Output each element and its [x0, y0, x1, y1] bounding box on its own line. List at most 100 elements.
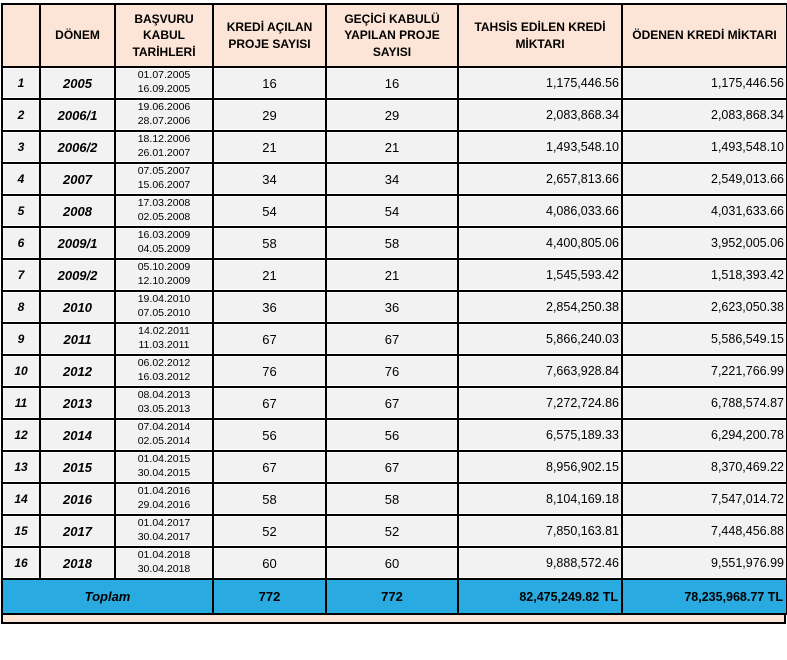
application-end-date: 02.05.2008 [137, 211, 191, 223]
allocated-credit-amount-cell: 1,545,593.42 [457, 258, 623, 292]
provisional-acceptance-count-cell: 76 [325, 354, 459, 388]
table-row: 11 2013 08.04.2013 03.05.2013 67 67 7,27… [1, 386, 787, 420]
table-row: 1 2005 01.07.2005 16.09.2005 16 16 1,175… [1, 66, 787, 100]
row-number-cell: 5 [1, 194, 41, 228]
application-end-date: 03.05.2013 [137, 403, 191, 415]
application-dates-cell: 17.03.2008 02.05.2008 [114, 194, 214, 228]
application-start-date: 07.04.2014 [137, 421, 191, 434]
table-row: 4 2007 07.05.2007 15.06.2007 34 34 2,657… [1, 162, 787, 196]
application-dates-cell: 01.04.2017 30.04.2017 [114, 514, 214, 548]
table-row: 12 2014 07.04.2014 02.05.2014 56 56 6,57… [1, 418, 787, 452]
provisional-acceptance-count-cell: 67 [325, 450, 459, 484]
provisional-acceptance-count-cell: 36 [325, 290, 459, 324]
period-cell: 2009/2 [39, 258, 116, 292]
application-end-date: 26.01.2007 [137, 147, 191, 159]
paid-credit-amount-cell: 1,518,393.42 [621, 258, 787, 292]
header-row: DÖNEM BAŞVURU KABUL TARİHLERİ KREDİ AÇIL… [1, 3, 787, 68]
header-donem: DÖNEM [39, 3, 116, 68]
table-row: 9 2011 14.02.2011 11.03.2011 67 67 5,866… [1, 322, 787, 356]
application-end-date: 12.10.2009 [137, 275, 191, 287]
application-dates-cell: 07.04.2014 02.05.2014 [114, 418, 214, 452]
row-number-cell: 8 [1, 290, 41, 324]
table-row: 8 2010 19.04.2010 07.05.2010 36 36 2,854… [1, 290, 787, 324]
application-dates-cell: 19.06.2006 28.07.2006 [114, 98, 214, 132]
allocated-credit-amount-cell: 8,104,169.18 [457, 482, 623, 516]
next-row-strip [1, 615, 786, 624]
credit-opened-count-cell: 36 [212, 290, 327, 324]
provisional-acceptance-count-cell: 58 [325, 226, 459, 260]
table-row: 3 2006/2 18.12.2006 26.01.2007 21 21 1,4… [1, 130, 787, 164]
allocated-credit-amount-cell: 9,888,572.46 [457, 546, 623, 580]
row-number-cell: 11 [1, 386, 41, 420]
table-row: 10 2012 06.02.2012 16.03.2012 76 76 7,66… [1, 354, 787, 388]
paid-credit-amount-cell: 9,551,976.99 [621, 546, 787, 580]
allocated-credit-amount-cell: 1,175,446.56 [457, 66, 623, 100]
row-number-cell: 12 [1, 418, 41, 452]
paid-credit-amount-cell: 6,294,200.78 [621, 418, 787, 452]
credit-opened-count-cell: 52 [212, 514, 327, 548]
allocated-credit-amount-cell: 2,083,868.34 [457, 98, 623, 132]
application-dates-cell: 01.04.2016 29.04.2016 [114, 482, 214, 516]
application-start-date: 16.03.2009 [137, 229, 191, 242]
paid-credit-amount-cell: 7,448,456.88 [621, 514, 787, 548]
row-number-cell: 6 [1, 226, 41, 260]
paid-credit-amount-cell: 6,788,574.87 [621, 386, 787, 420]
credit-opened-count-cell: 67 [212, 386, 327, 420]
header-application-dates: BAŞVURU KABUL TARİHLERİ [114, 3, 214, 68]
paid-credit-amount-cell: 7,547,014.72 [621, 482, 787, 516]
credit-opened-count-cell: 76 [212, 354, 327, 388]
table-row: 14 2016 01.04.2016 29.04.2016 58 58 8,10… [1, 482, 787, 516]
header-index [1, 3, 41, 68]
allocated-credit-amount-cell: 4,400,805.06 [457, 226, 623, 260]
credit-opened-count-cell: 58 [212, 482, 327, 516]
application-end-date: 30.04.2017 [137, 531, 191, 543]
paid-credit-amount-cell: 5,586,549.15 [621, 322, 787, 356]
paid-credit-amount-cell: 2,083,868.34 [621, 98, 787, 132]
allocated-credit-amount-cell: 6,575,189.33 [457, 418, 623, 452]
period-cell: 2013 [39, 386, 116, 420]
table-footer: Toplam 772 772 82,475,249.82 TL 78,235,9… [1, 578, 787, 615]
row-number-cell: 7 [1, 258, 41, 292]
credit-opened-count-cell: 67 [212, 322, 327, 356]
credit-opened-count-cell: 60 [212, 546, 327, 580]
application-end-date: 02.05.2014 [137, 435, 191, 447]
table-body: 1 2005 01.07.2005 16.09.2005 16 16 1,175… [1, 66, 787, 580]
provisional-acceptance-count-cell: 52 [325, 514, 459, 548]
application-dates-cell: 14.02.2011 11.03.2011 [114, 322, 214, 356]
application-dates-cell: 18.12.2006 26.01.2007 [114, 130, 214, 164]
header-paid-credit-amount: ÖDENEN KREDİ MİKTARI [621, 3, 787, 68]
provisional-acceptance-count-cell: 60 [325, 546, 459, 580]
application-end-date: 29.04.2016 [137, 499, 191, 511]
header-provisional-acceptance-projects: GEÇİCİ KABULÜ YAPILAN PROJE SAYISI [325, 3, 459, 68]
period-cell: 2014 [39, 418, 116, 452]
application-start-date: 01.04.2015 [137, 453, 191, 466]
period-cell: 2007 [39, 162, 116, 196]
period-cell: 2006/2 [39, 130, 116, 164]
period-cell: 2010 [39, 290, 116, 324]
application-start-date: 01.04.2018 [137, 549, 191, 562]
application-end-date: 04.05.2009 [137, 243, 191, 255]
application-dates-cell: 05.10.2009 12.10.2009 [114, 258, 214, 292]
application-start-date: 08.04.2013 [137, 389, 191, 402]
row-number-cell: 13 [1, 450, 41, 484]
application-end-date: 11.03.2011 [138, 339, 190, 351]
credit-opened-count-cell: 21 [212, 130, 327, 164]
total-label: Toplam [1, 578, 214, 615]
allocated-credit-amount-cell: 1,493,548.10 [457, 130, 623, 164]
row-number-cell: 3 [1, 130, 41, 164]
period-cell: 2006/1 [39, 98, 116, 132]
paid-credit-amount-cell: 4,031,633.66 [621, 194, 787, 228]
application-start-date: 07.05.2007 [137, 165, 191, 178]
row-number-cell: 14 [1, 482, 41, 516]
application-start-date: 18.12.2006 [137, 133, 191, 146]
total-provisional-acceptance: 772 [325, 578, 459, 615]
period-cell: 2009/1 [39, 226, 116, 260]
row-number-cell: 1 [1, 66, 41, 100]
application-end-date: 16.03.2012 [137, 371, 191, 383]
provisional-acceptance-count-cell: 21 [325, 258, 459, 292]
credit-projects-table: DÖNEM BAŞVURU KABUL TARİHLERİ KREDİ AÇIL… [1, 3, 787, 615]
provisional-acceptance-count-cell: 54 [325, 194, 459, 228]
credit-opened-count-cell: 67 [212, 450, 327, 484]
provisional-acceptance-count-cell: 29 [325, 98, 459, 132]
application-end-date: 30.04.2015 [137, 467, 191, 479]
